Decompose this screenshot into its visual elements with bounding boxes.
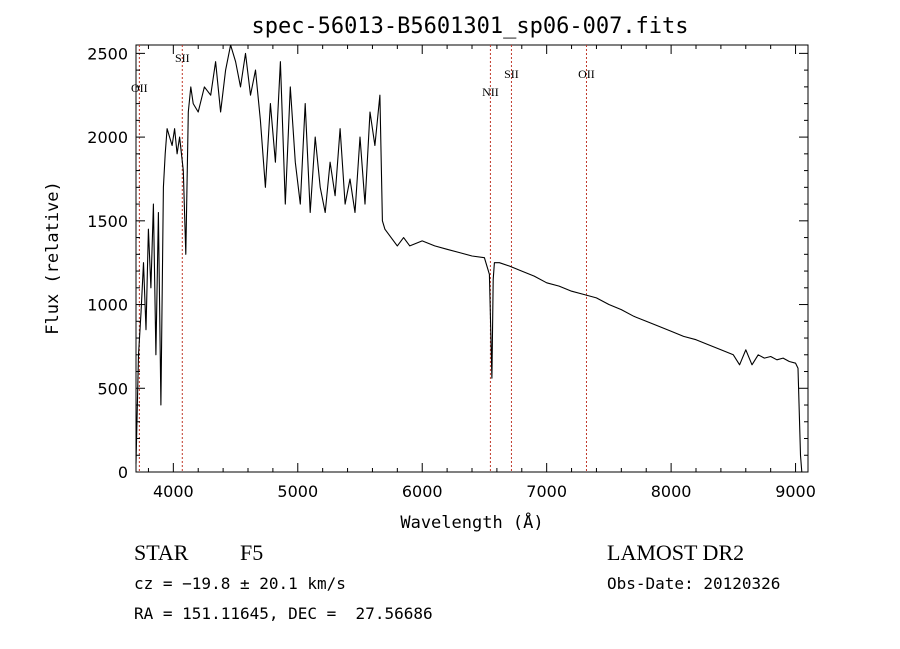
coordinates: RA = 151.11645, DEC = 27.56686 [134, 604, 433, 623]
y-tick-label: 2500 [87, 44, 128, 63]
x-axis-label: Wavelength (Å) [400, 511, 543, 533]
emission-line-label: SII [175, 51, 190, 65]
x-tick-label: 8000 [651, 482, 692, 501]
emission-line-label: SII [504, 67, 519, 81]
y-tick-label: 0 [118, 463, 128, 482]
spectrum-line [135, 44, 803, 473]
x-tick-label: 5000 [277, 482, 318, 501]
y-axis-label: Flux (relative) [43, 181, 63, 335]
redshift-cz: cz = −19.8 ± 20.1 km/s [134, 574, 346, 593]
y-tick-label: 2000 [87, 128, 128, 147]
y-axis-ticks: 0 500 1000 1500 2000 2500 [87, 44, 808, 482]
x-tick-label: 6000 [402, 482, 443, 501]
y-tick-label: 500 [97, 379, 128, 398]
object-subclass: F5 [240, 540, 264, 565]
emission-line-markers: OII SII NII SII OII [131, 45, 595, 472]
emission-line-label: OII [578, 67, 595, 81]
spectrum-series [135, 44, 803, 473]
x-tick-label: 7000 [526, 482, 567, 501]
x-tick-label: 4000 [153, 482, 194, 501]
y-tick-label: 1000 [87, 296, 128, 315]
x-axis-ticks: 4000 5000 6000 7000 8000 9000 [147, 45, 816, 501]
x-tick-label: 9000 [775, 482, 816, 501]
y-tick-label: 1500 [87, 212, 128, 231]
survey-name: LAMOST DR2 [607, 540, 745, 565]
observation-date: Obs-Date: 20120326 [607, 574, 781, 593]
chart-title: spec-56013-B5601301_sp06-007.fits [251, 14, 688, 39]
emission-line-label: NII [482, 85, 499, 99]
emission-line-label: OII [131, 81, 148, 95]
plot-frame [135, 44, 809, 473]
object-class: STAR [134, 540, 189, 565]
